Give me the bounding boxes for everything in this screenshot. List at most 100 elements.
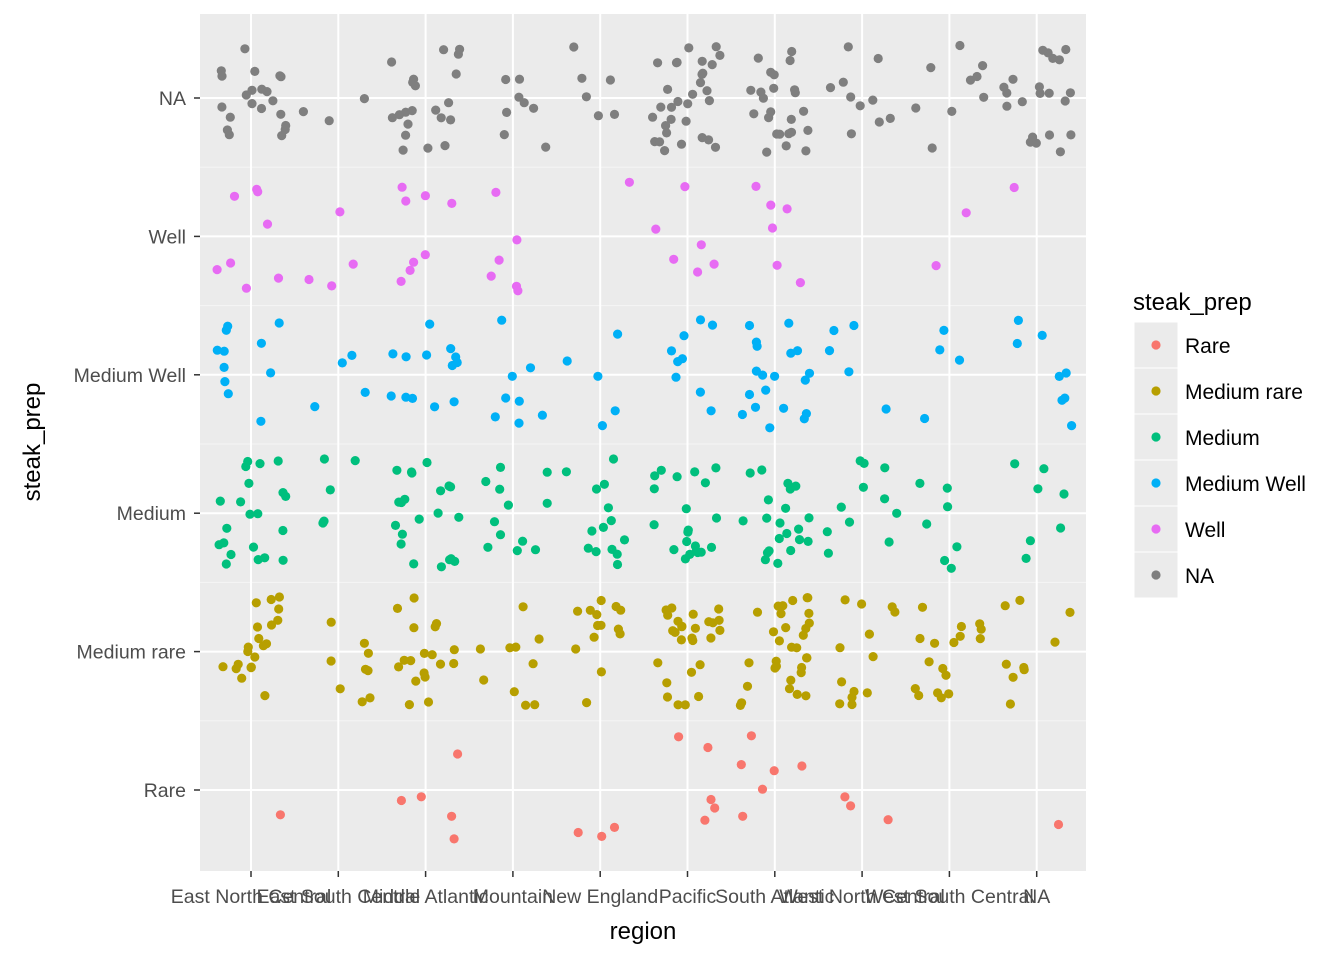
data-point xyxy=(542,467,552,477)
data-point xyxy=(782,528,792,539)
data-point xyxy=(455,44,465,54)
data-point xyxy=(804,368,815,378)
data-point xyxy=(219,346,229,356)
data-point xyxy=(518,602,528,612)
data-point xyxy=(783,478,793,488)
data-point xyxy=(764,546,774,556)
data-point xyxy=(569,42,579,52)
data-point xyxy=(420,250,430,260)
data-point xyxy=(661,121,671,131)
data-point xyxy=(979,92,989,102)
data-point xyxy=(752,607,763,617)
data-point xyxy=(409,559,419,569)
data-point xyxy=(782,204,792,214)
data-point xyxy=(619,535,630,545)
data-point xyxy=(711,513,722,523)
data-point xyxy=(788,595,798,606)
data-point xyxy=(592,610,602,620)
data-point xyxy=(262,219,273,229)
data-point xyxy=(251,598,261,608)
y-tick-label: NA xyxy=(159,88,186,110)
data-point xyxy=(407,468,417,478)
data-point xyxy=(1008,672,1018,682)
data-point xyxy=(952,542,962,552)
data-point xyxy=(956,621,967,632)
data-point xyxy=(873,53,883,64)
data-point xyxy=(266,620,277,630)
data-point xyxy=(250,66,260,76)
data-point xyxy=(365,693,375,703)
data-point xyxy=(738,516,748,526)
data-point xyxy=(711,463,721,473)
data-point xyxy=(436,113,446,123)
data-point xyxy=(738,811,748,821)
data-point xyxy=(868,652,878,662)
data-point xyxy=(846,801,856,811)
data-point xyxy=(1065,88,1075,98)
data-point xyxy=(446,344,456,354)
data-point xyxy=(273,273,284,283)
data-point xyxy=(927,143,937,153)
data-point xyxy=(495,530,506,540)
data-point xyxy=(420,191,430,201)
data-point xyxy=(1013,315,1024,325)
data-point xyxy=(360,664,371,674)
data-point xyxy=(278,488,288,498)
data-point xyxy=(454,512,464,522)
data-point xyxy=(277,131,287,141)
data-point xyxy=(695,78,706,88)
data-point xyxy=(781,623,791,633)
data-point xyxy=(846,92,856,102)
data-point xyxy=(409,623,419,633)
data-point xyxy=(668,626,678,636)
data-point xyxy=(742,681,753,691)
data-point xyxy=(711,42,721,52)
data-point xyxy=(260,553,270,563)
data-point xyxy=(596,667,607,677)
data-point xyxy=(673,700,683,710)
data-point xyxy=(804,618,814,628)
data-point xyxy=(706,633,716,643)
data-point xyxy=(497,315,507,325)
data-point xyxy=(768,627,779,637)
data-point xyxy=(769,70,779,80)
data-point xyxy=(401,130,411,140)
data-point xyxy=(760,555,771,565)
data-point xyxy=(770,371,780,381)
data-point xyxy=(392,465,402,475)
data-point xyxy=(710,803,720,813)
data-point xyxy=(399,655,409,665)
data-point xyxy=(530,545,541,555)
data-point xyxy=(695,660,705,670)
data-point xyxy=(444,98,454,108)
data-point xyxy=(479,675,489,685)
data-point xyxy=(656,465,666,475)
x-tick-label: West North Central xyxy=(779,886,944,908)
data-point xyxy=(933,688,943,698)
data-point xyxy=(881,404,891,414)
data-point xyxy=(411,676,421,686)
data-point xyxy=(481,476,491,487)
data-point xyxy=(695,387,706,397)
data-point xyxy=(363,648,373,658)
data-point xyxy=(714,615,724,625)
data-point xyxy=(880,494,890,504)
data-point xyxy=(672,472,682,482)
data-point xyxy=(502,107,512,117)
legend-label: Medium xyxy=(1185,427,1260,450)
data-point xyxy=(597,831,607,842)
data-point xyxy=(663,610,673,620)
data-point xyxy=(237,673,247,683)
data-point xyxy=(326,656,336,666)
data-point xyxy=(268,96,278,106)
data-point xyxy=(430,622,440,632)
data-point xyxy=(587,526,597,536)
data-point xyxy=(495,484,505,494)
data-point xyxy=(1028,132,1038,142)
data-point xyxy=(390,520,401,531)
data-point xyxy=(514,74,525,84)
data-point xyxy=(769,766,779,776)
data-point xyxy=(868,95,878,105)
legend-label: Rare xyxy=(1185,335,1231,358)
